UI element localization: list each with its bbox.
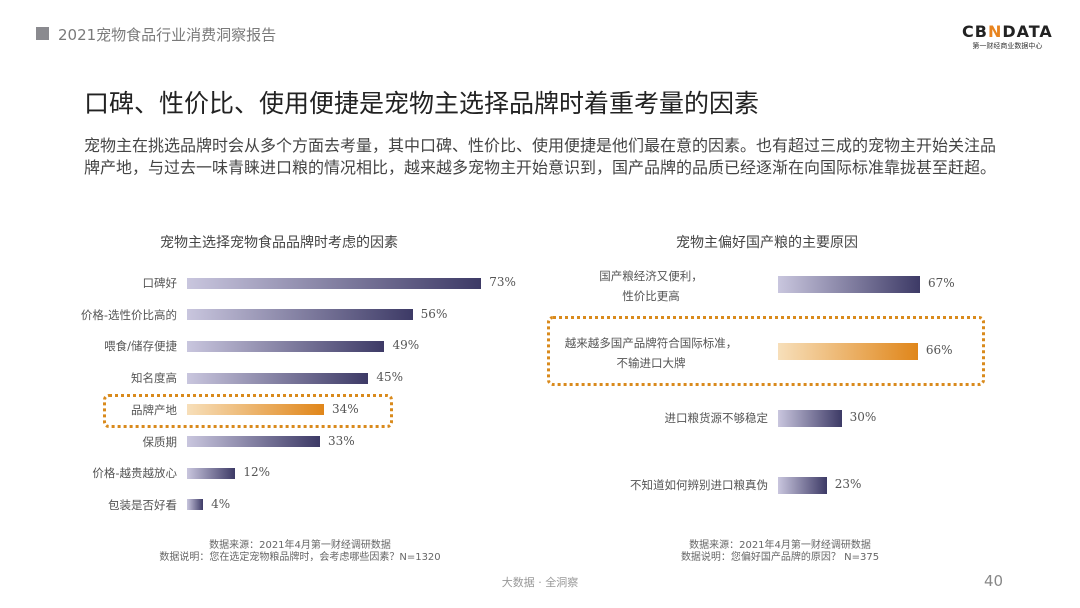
category-label: 不知道如何辨别进口粮真伪: [630, 478, 768, 492]
bar: [778, 342, 918, 360]
chart-1-note: 数据说明：您在选定宠物粮品牌时，会考虑哪些因素？N=1320: [159, 552, 441, 563]
chart-1-notes: 数据来源：2021年4月第一财经调研数据 数据说明：您在选定宠物粮品牌时，会考虑…: [140, 540, 460, 564]
bar: [778, 476, 827, 494]
category-label: 保质期: [142, 434, 178, 449]
value-label: 4%: [211, 496, 231, 511]
value-label: 45%: [376, 370, 404, 385]
category-label: 进口粮货源不够稳定: [664, 411, 769, 425]
value-label: 33%: [327, 433, 355, 448]
value-label: 73%: [489, 275, 516, 289]
category-label: 价格-选性价比高的: [80, 307, 177, 322]
bar: [187, 277, 482, 289]
chart-1-title: 宠物主选择宠物食品品牌时考虑的因素: [160, 235, 398, 251]
category-label: 包装是否好看: [108, 497, 177, 512]
page-number: 40: [984, 572, 1004, 590]
bar: [187, 467, 236, 479]
value-label: 23%: [834, 477, 862, 491]
chart-2-notes: 数据来源：2021年4月第一财经调研数据 数据说明：您偏好国产品牌的原因？ N=…: [630, 540, 930, 564]
description: 宠物主在挑选品牌时会从多个方面去考量，其中口碑、性价比、使用便捷是他们最在意的因…: [84, 136, 997, 177]
bar: [778, 275, 921, 293]
chart-1-source: 数据来源：2021年4月第一财经调研数据: [209, 540, 391, 551]
category-label: 知名度高: [131, 371, 177, 386]
bar: [187, 436, 320, 447]
highlight-box-right: [547, 316, 985, 386]
category-label: 价格-越贵越放心: [92, 466, 177, 481]
header-square-icon: [36, 27, 49, 40]
chart-2-source: 数据来源：2021年4月第一财经调研数据: [689, 540, 871, 551]
category-label: 喂食/储存便捷: [104, 339, 177, 354]
bar: [778, 409, 842, 427]
bar: [187, 309, 413, 321]
value-label: 67%: [928, 276, 955, 290]
highlight-box-left: [103, 394, 393, 428]
cbndata-logo: CBNDATA 第一财经商业数据中心: [962, 22, 1053, 50]
category-label: 口碑好: [142, 276, 178, 290]
category-label: 国产粮经济又便利， 性价比更高: [599, 269, 703, 303]
value-label: 12%: [243, 465, 271, 480]
bar: [187, 499, 204, 511]
report-title: 2021宠物食品行业消费洞察报告: [58, 26, 277, 44]
page-title: 口碑、性价比、使用便捷是宠物主选择品牌时着重考量的因素: [84, 89, 760, 118]
bar: [187, 372, 369, 384]
category-label: 品牌产地: [131, 402, 177, 417]
chart-2-title: 宠物主偏好国产粮的主要原因: [676, 235, 858, 251]
value-label: 34%: [332, 401, 359, 416]
chart-2-note: 数据说明：您偏好国产品牌的原因？ N=375: [680, 552, 880, 563]
value-label: 56%: [420, 306, 448, 321]
bar: [187, 340, 385, 352]
category-label: 越来越多国产品牌符合国际标准， 不输进口大牌: [564, 336, 738, 370]
value-label: 30%: [849, 410, 877, 424]
value-label: 49%: [392, 338, 420, 353]
bar: [187, 404, 325, 416]
value-label: 66%: [925, 343, 953, 357]
footer-slogan: 大数据 · 全洞察: [501, 576, 579, 589]
